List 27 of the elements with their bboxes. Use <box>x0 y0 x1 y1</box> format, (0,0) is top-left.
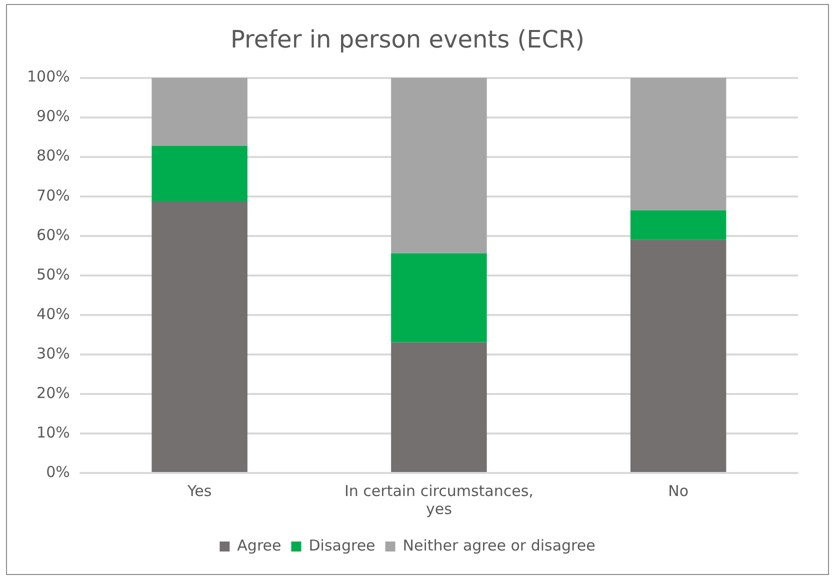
x-tick-label: No <box>668 482 689 500</box>
bar <box>152 78 248 146</box>
bar <box>391 342 487 472</box>
bar <box>630 240 726 472</box>
y-tick-label: 10% <box>36 423 70 442</box>
y-tick-label: 60% <box>36 226 70 244</box>
bar <box>152 202 248 472</box>
bar <box>630 210 726 240</box>
y-tick-label: 40% <box>36 304 70 323</box>
y-tick-label: 30% <box>36 344 70 362</box>
y-tick-label: 90% <box>36 107 70 126</box>
x-tick-label: Yes <box>186 482 212 500</box>
bar <box>630 78 726 210</box>
y-tick-label: 80% <box>36 146 70 165</box>
y-tick-label: 0% <box>46 462 70 481</box>
bar <box>391 253 487 342</box>
y-tick-label: 50% <box>36 265 70 284</box>
legend-label: Disagree <box>308 536 376 554</box>
x-tick-label: In certain circumstances, yes <box>344 482 534 518</box>
legend-label: Agree <box>237 536 282 554</box>
bar <box>152 146 248 202</box>
chart-title: Prefer in person events (ECR) <box>230 26 585 54</box>
legend-label: Neither agree or disagree <box>402 536 596 554</box>
y-tick-label: 100% <box>26 68 70 86</box>
bar <box>391 78 487 254</box>
y-tick-label: 20% <box>36 384 70 402</box>
y-tick-label: 70% <box>36 186 70 204</box>
